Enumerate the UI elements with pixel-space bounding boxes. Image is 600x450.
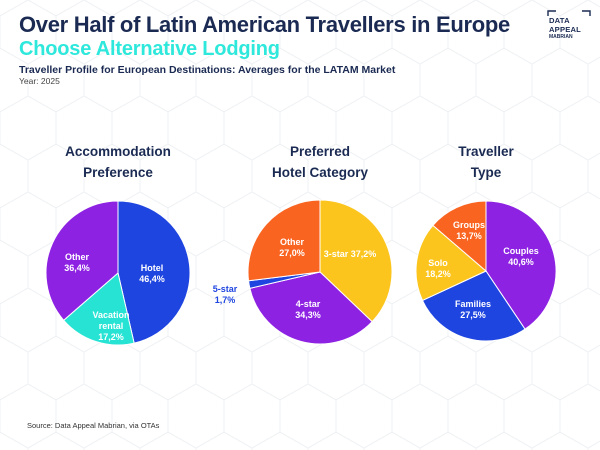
pie-slice-couples — [485, 200, 557, 330]
slice-label-groups: Groups 13,7% — [453, 220, 485, 241]
chart-title-line: Preference — [83, 165, 153, 180]
pie-chart-1: Accommodation Preference Hotel 46,4% Vacatio… — [45, 144, 191, 346]
slice-label-other: Other 27,0% — [279, 237, 305, 258]
slice-label-solo: Solo 18,2% — [425, 258, 451, 279]
pie-slice-3-star — [319, 199, 393, 323]
pie-chart-2: Preferred Hotel Category 3-star 37,2% 4-sta… — [213, 144, 393, 345]
pie-slice-other — [45, 200, 119, 321]
slice-label-vacation-rental: Vacation rental 17,2% — [92, 310, 129, 342]
page-title: Over Half of Latin American Travellers i… — [19, 12, 510, 37]
page-title-highlight: Choose Alternative Lodging — [19, 38, 280, 60]
pie-slice-solo — [415, 224, 487, 302]
pie-chart-3: Traveller Type Couples 40,6% Families 27,5%So… — [415, 144, 557, 342]
slice-label-hotel: Hotel 46,4% — [139, 263, 165, 284]
source-note: Source: Data Appeal Mabrian, via OTAs — [27, 421, 160, 430]
year-label: Year: 2025 — [19, 76, 60, 86]
slice-label-4-star: 4-star 34,3% — [295, 299, 321, 320]
pie-slice-other — [247, 199, 321, 282]
logo-line-1: DATA — [549, 16, 570, 25]
pie-slice-groups — [432, 200, 487, 273]
chart-title-line: Accommodation — [65, 144, 171, 159]
pie-slice-4-star — [249, 271, 373, 345]
logo-line-3: MABRIAN — [549, 34, 573, 40]
slice-label-other: Other 36,4% — [64, 252, 90, 273]
pie-slice-hotel — [117, 200, 191, 344]
pie-slice-families — [421, 270, 526, 342]
chart-title-line: Preferred — [290, 144, 350, 159]
chart-title-line: Hotel Category — [272, 165, 369, 180]
page-subtitle: Traveller Profile for European Destinati… — [19, 64, 396, 76]
slice-label-couples: Couples 40,6% — [503, 246, 539, 267]
slice-label-3-star: 3-star 37,2% — [324, 249, 377, 259]
slice-label-families: Families 27,5% — [455, 299, 491, 320]
pie-slice-vacation-rental — [62, 272, 135, 346]
logo-line-2: APPEAL — [549, 25, 582, 34]
chart-title-line: Traveller — [458, 144, 514, 159]
logo-bracket-icon — [547, 10, 591, 16]
brand-logo: DATA APPEAL MABRIAN — [547, 10, 591, 40]
chart-title-line: Type — [471, 165, 502, 180]
slice-label-5-star: 5-star 1,7% — [213, 284, 238, 305]
